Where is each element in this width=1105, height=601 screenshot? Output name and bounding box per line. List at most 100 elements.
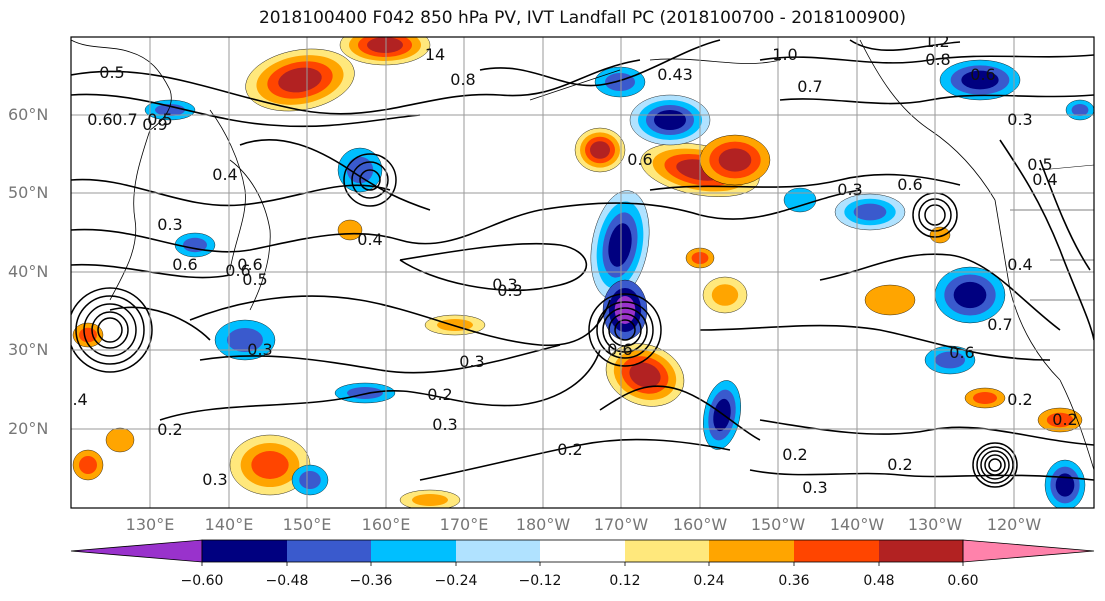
contour-label: 0.3 [1007, 110, 1032, 129]
contour-label: 0.3 [459, 352, 484, 371]
ivt-closed-contour [972, 442, 1018, 488]
ivt-contour [599, 385, 761, 441]
contour-label: 0.6 [897, 175, 922, 194]
contour-label: 0.4 [1032, 170, 1057, 189]
contour-label: 0.5 [242, 270, 267, 289]
contour-label: 0.7 [112, 110, 137, 129]
contour-label: 0.2 [557, 440, 582, 459]
graticule [71, 37, 1094, 508]
pv-anomaly-patch [1071, 104, 1089, 116]
ivt-closed-contour [343, 153, 397, 207]
contour-label: 0.6 [225, 261, 250, 280]
colorbar-tick-label: 0.36 [778, 573, 810, 589]
contour-label: 0.3 [492, 275, 517, 294]
contour-label: 0.8 [925, 50, 950, 69]
colorbar-tick-label: 0.24 [693, 573, 725, 589]
coastline [649, 58, 781, 64]
colorbar-segment [625, 540, 709, 562]
pv-anomaly-patch [278, 67, 322, 93]
contour-label: 0.6 [970, 65, 995, 84]
colorbar-segment [287, 540, 371, 562]
contour-label: 0.43 [657, 65, 693, 84]
contour-label: 0.9 [142, 115, 167, 134]
pv-anomaly-patch [105, 427, 135, 453]
coastline [1059, 379, 1094, 471]
pv-anomaly-patch [629, 362, 661, 388]
contour-label: 0.3 [247, 340, 272, 359]
ivt-contour [199, 344, 561, 374]
figure-title: 2018100400 F042 850 hPa PV, IVT Landfall… [258, 8, 906, 28]
pv-anomaly-patch [1046, 412, 1074, 428]
coastline-layer [71, 39, 1094, 471]
pv-anomaly-patch [412, 494, 448, 506]
longitude-label: 180°W [515, 515, 571, 534]
ivt-contour [71, 93, 421, 128]
longitude-label: 160°E [361, 515, 411, 534]
latitude-label: 50°N [8, 183, 49, 202]
colorbar-segment [879, 540, 963, 562]
ivt-contour [189, 295, 611, 347]
ivt-contour [159, 349, 601, 421]
contour-label: 0.2 [427, 385, 452, 404]
contour-label: 0.5 [99, 63, 124, 82]
pv-anomaly-patch [973, 392, 997, 404]
ivt-contour [71, 263, 231, 279]
longitude-label: 150°E [282, 515, 332, 534]
colorbar-tick-label: −0.48 [265, 573, 309, 589]
ivt-contour [999, 139, 1094, 341]
ivt-contour [1039, 159, 1091, 271]
longitude-label: 130°E [125, 515, 175, 534]
ivt-contour [819, 253, 1061, 331]
pv-anomaly-patch [367, 37, 403, 53]
colorbar-arrow-right [962, 539, 1095, 563]
latitude-label: 30°N [8, 340, 49, 359]
colorbar-segment [456, 540, 540, 562]
pv-anomaly-patch [346, 156, 374, 184]
contour-label: 0.8 [450, 70, 475, 89]
colorbar-tick-label: 0.12 [609, 573, 641, 589]
ivt-contour [239, 138, 431, 211]
pv-anomaly-patch [953, 281, 987, 309]
colorbar-tick-label: −0.36 [349, 573, 393, 589]
longitude-label: 150°W [750, 515, 806, 534]
colorbar-arrow-left [70, 539, 203, 563]
coastline [529, 69, 621, 101]
contour-label: 0.4 [62, 390, 87, 409]
contour-label: 0.2 [1007, 390, 1032, 409]
ivt-closed-contour [588, 293, 662, 367]
colorbar-tick-label: 0.48 [863, 573, 895, 589]
ivt-closed-contour [988, 458, 1002, 472]
coastline [71, 39, 172, 131]
contour-label: 0.3 [497, 281, 522, 300]
contour-label: 0.2 [1052, 410, 1077, 429]
pv-fill-layer [72, 37, 1094, 508]
pv-anomaly-patch [251, 451, 289, 479]
coastline [109, 129, 151, 301]
contour-label: 0.6 [607, 340, 632, 359]
latitude-label: 40°N [8, 262, 49, 281]
contour-label: 1.2 [924, 32, 949, 51]
ivt-contour [71, 189, 861, 253]
pv-anomaly-patch [590, 141, 610, 159]
coastline [209, 109, 246, 271]
contour-label: 0.6 [87, 110, 112, 129]
pv-anomaly-patch [79, 456, 97, 474]
pv-anomaly-patch [227, 328, 263, 352]
colorbar [70, 539, 1095, 566]
ivt-closed-contour [71, 287, 153, 373]
pv-anomaly-patch [711, 284, 739, 306]
contour-label: 0.6 [172, 255, 197, 274]
colorbar-outline [201, 539, 964, 563]
colorbar-segment [202, 540, 287, 562]
contour-label: 0.3 [432, 415, 457, 434]
contour-label: 0.3 [157, 215, 182, 234]
ivt-contour [399, 242, 588, 291]
pv-anomaly-patch [1055, 473, 1075, 497]
contour-label: 1.0 [772, 45, 797, 64]
ivt-closed-contour [75, 295, 145, 365]
colorbar-tick-label: −0.24 [434, 573, 478, 589]
pv-anomaly-patch [718, 148, 752, 172]
pv-anomaly-patch [155, 104, 185, 116]
ivt-closed-contour [596, 301, 654, 359]
longitude-label: 120°W [986, 515, 1042, 534]
